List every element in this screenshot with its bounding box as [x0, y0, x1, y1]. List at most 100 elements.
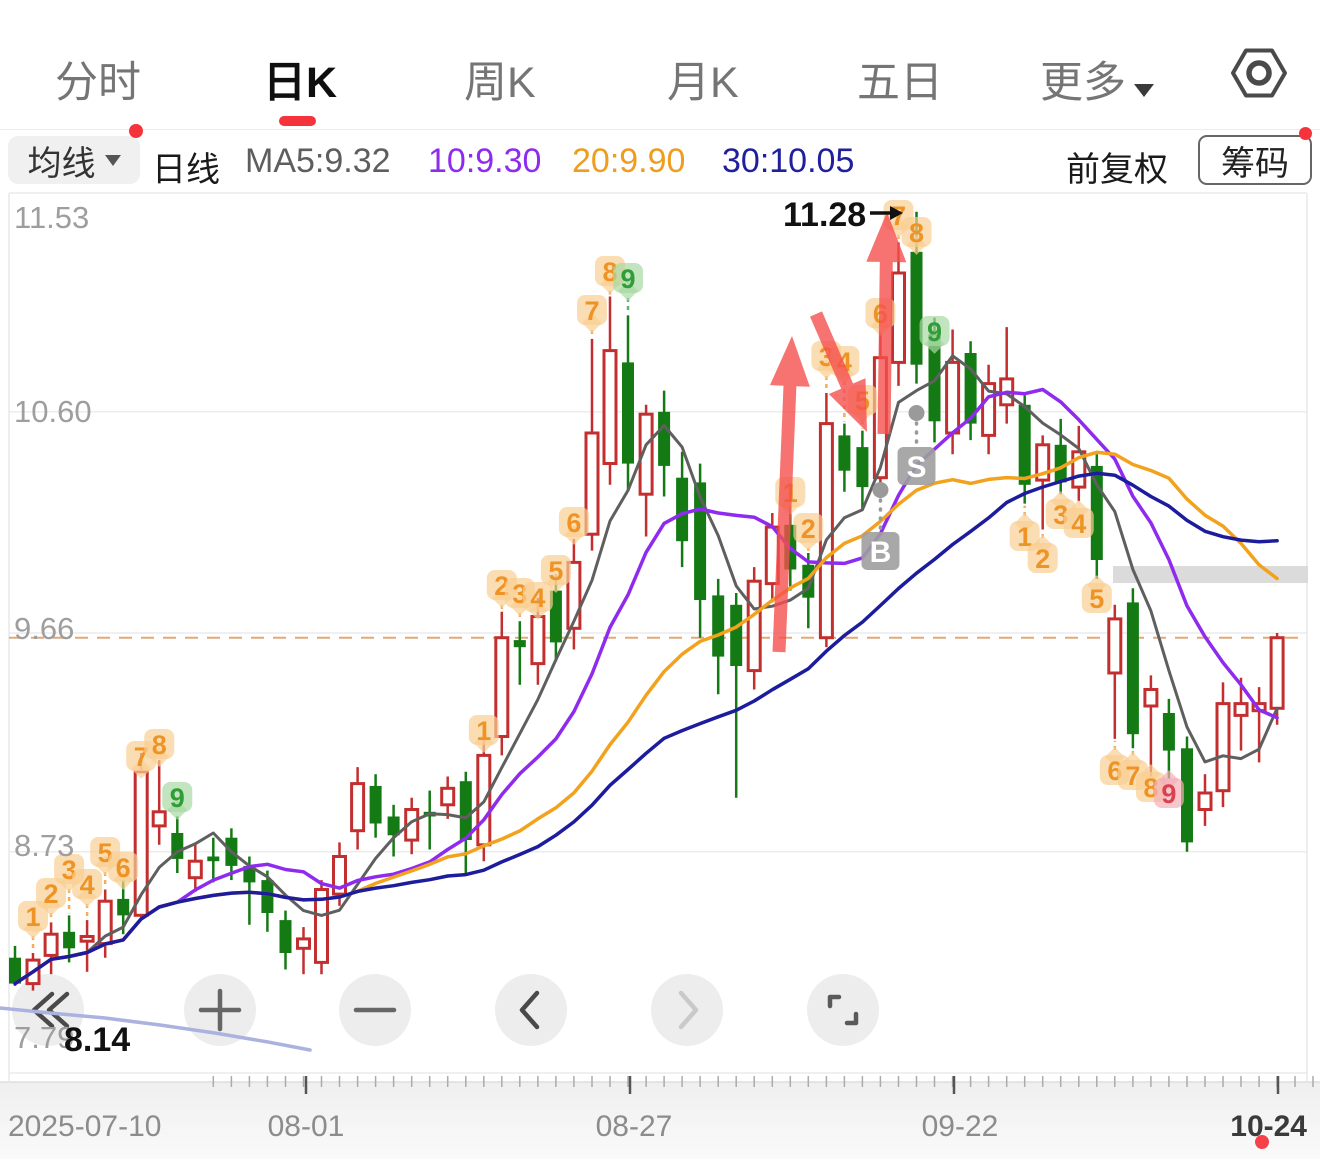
signal-badge [811, 341, 842, 371]
signal-badge [108, 852, 139, 882]
price-axis-label: 10.60 [14, 394, 92, 429]
tab-daily-k[interactable]: 日K [263, 59, 338, 107]
signal-badge-number: 9 [927, 317, 942, 347]
candle-body [133, 770, 149, 917]
badge-tail [41, 896, 61, 916]
signal-badge [36, 878, 67, 908]
trade-marker-box [897, 447, 936, 485]
period-label: 日线 [152, 151, 220, 189]
badge-tail [1014, 513, 1035, 533]
price-axis-label: 9.66 [14, 611, 74, 646]
candle-body [1197, 791, 1213, 811]
signal-badge [576, 295, 607, 325]
double-chevron-left-icon [31, 991, 70, 1029]
candle-body [1233, 702, 1249, 717]
badge-tail [23, 919, 43, 939]
badge-tail [816, 359, 837, 379]
signal-badge-number: 5 [855, 386, 870, 416]
candle-body [712, 595, 725, 657]
tab-more[interactable]: 更多 [1040, 48, 1154, 110]
ma-line-ma10 [13, 387, 1279, 986]
candle-body [1126, 602, 1139, 735]
signal-badge-number: 3 [62, 855, 77, 885]
drawn-arrow-annotation [770, 336, 810, 653]
zoom-out-button[interactable] [339, 974, 411, 1046]
ma-selector-button[interactable]: 均线 [8, 136, 140, 184]
tab-timeshare[interactable]: 分时 [55, 59, 141, 107]
peak-arrow-head [890, 206, 903, 220]
signal-badge-number: 6 [116, 853, 131, 883]
signal-badge [558, 507, 589, 537]
signal-badge-number: 5 [548, 556, 563, 586]
candle-body [764, 525, 780, 586]
tab-monthly-k[interactable]: 月K [667, 59, 739, 107]
candle-body [387, 816, 400, 836]
signal-badge [919, 316, 950, 346]
settings-button[interactable] [1230, 44, 1288, 102]
plus-icon [198, 988, 242, 1032]
candle-body [638, 412, 654, 496]
candle-body [332, 855, 347, 896]
candle-body [97, 899, 113, 946]
signal-badge-number: 7 [1125, 761, 1140, 791]
fullscreen-button[interactable] [807, 974, 879, 1046]
signal-badge [1081, 583, 1112, 613]
adjust-mode-toggle[interactable]: 前复权 [1066, 151, 1168, 189]
trade-marker-letter: B [870, 536, 892, 569]
signal-badge [468, 715, 499, 745]
badge-tail [113, 870, 134, 890]
signal-badge-number: 9 [1161, 779, 1176, 809]
signal-badge-number: 8 [602, 257, 617, 287]
tab-five-day[interactable]: 五日 [857, 59, 943, 107]
badge-tail [852, 403, 873, 423]
ma30-value: 30:10.05 [722, 142, 855, 180]
tab-weekly-k[interactable]: 周K [464, 59, 536, 107]
signal-badge-number: 1 [783, 478, 798, 508]
signal-badge-number: 6 [873, 299, 888, 329]
signal-badge [486, 570, 517, 600]
badge-tail [491, 588, 512, 608]
zoom-in-button[interactable] [184, 974, 256, 1046]
signal-badge [1135, 772, 1166, 802]
peak-price-label: 11.28 [783, 196, 866, 234]
tab-more-label: 更多 [1040, 59, 1126, 107]
candle-body [999, 377, 1015, 407]
active-tab-indicator [279, 116, 316, 126]
candle-body [746, 579, 762, 673]
ma20-value: 20:9.90 [572, 142, 686, 180]
signal-badge [504, 578, 535, 608]
signal-badge [1009, 521, 1040, 551]
signal-badge [90, 837, 121, 867]
date-axis-label: 09-22 [922, 1110, 999, 1143]
pan-right-button[interactable] [651, 974, 723, 1046]
ma-line-ma30 [13, 471, 1279, 986]
chevron-left-icon [519, 990, 540, 1030]
candle-body [818, 422, 834, 640]
candle-body [602, 349, 618, 466]
badge-tail [1122, 752, 1143, 772]
signal-badge [126, 741, 157, 771]
signal-badge-number: 3 [819, 342, 834, 372]
signal-badge-number: 9 [170, 783, 185, 813]
candle-body [838, 435, 851, 471]
signal-badge [1099, 755, 1130, 785]
candle-body [676, 477, 689, 542]
candle-body [79, 935, 95, 943]
signal-badge-number: 2 [494, 571, 509, 601]
candle-body [1162, 713, 1175, 751]
pan-left-button[interactable] [495, 974, 567, 1046]
badge-tail [582, 313, 602, 333]
candle-body [476, 753, 492, 847]
candle-body [1215, 702, 1231, 793]
date-axis-label: 08-01 [268, 1110, 345, 1143]
signal-badge [847, 385, 878, 415]
ma10-value: 10:9.30 [428, 142, 542, 180]
candle-body [584, 431, 600, 536]
badge-tail [600, 274, 620, 294]
signal-badge-number: 7 [891, 201, 906, 231]
signal-badge [1117, 760, 1148, 790]
badge-tail [1050, 491, 1071, 511]
chips-button[interactable]: 筹码 [1198, 135, 1312, 185]
rewind-button[interactable] [12, 974, 84, 1046]
